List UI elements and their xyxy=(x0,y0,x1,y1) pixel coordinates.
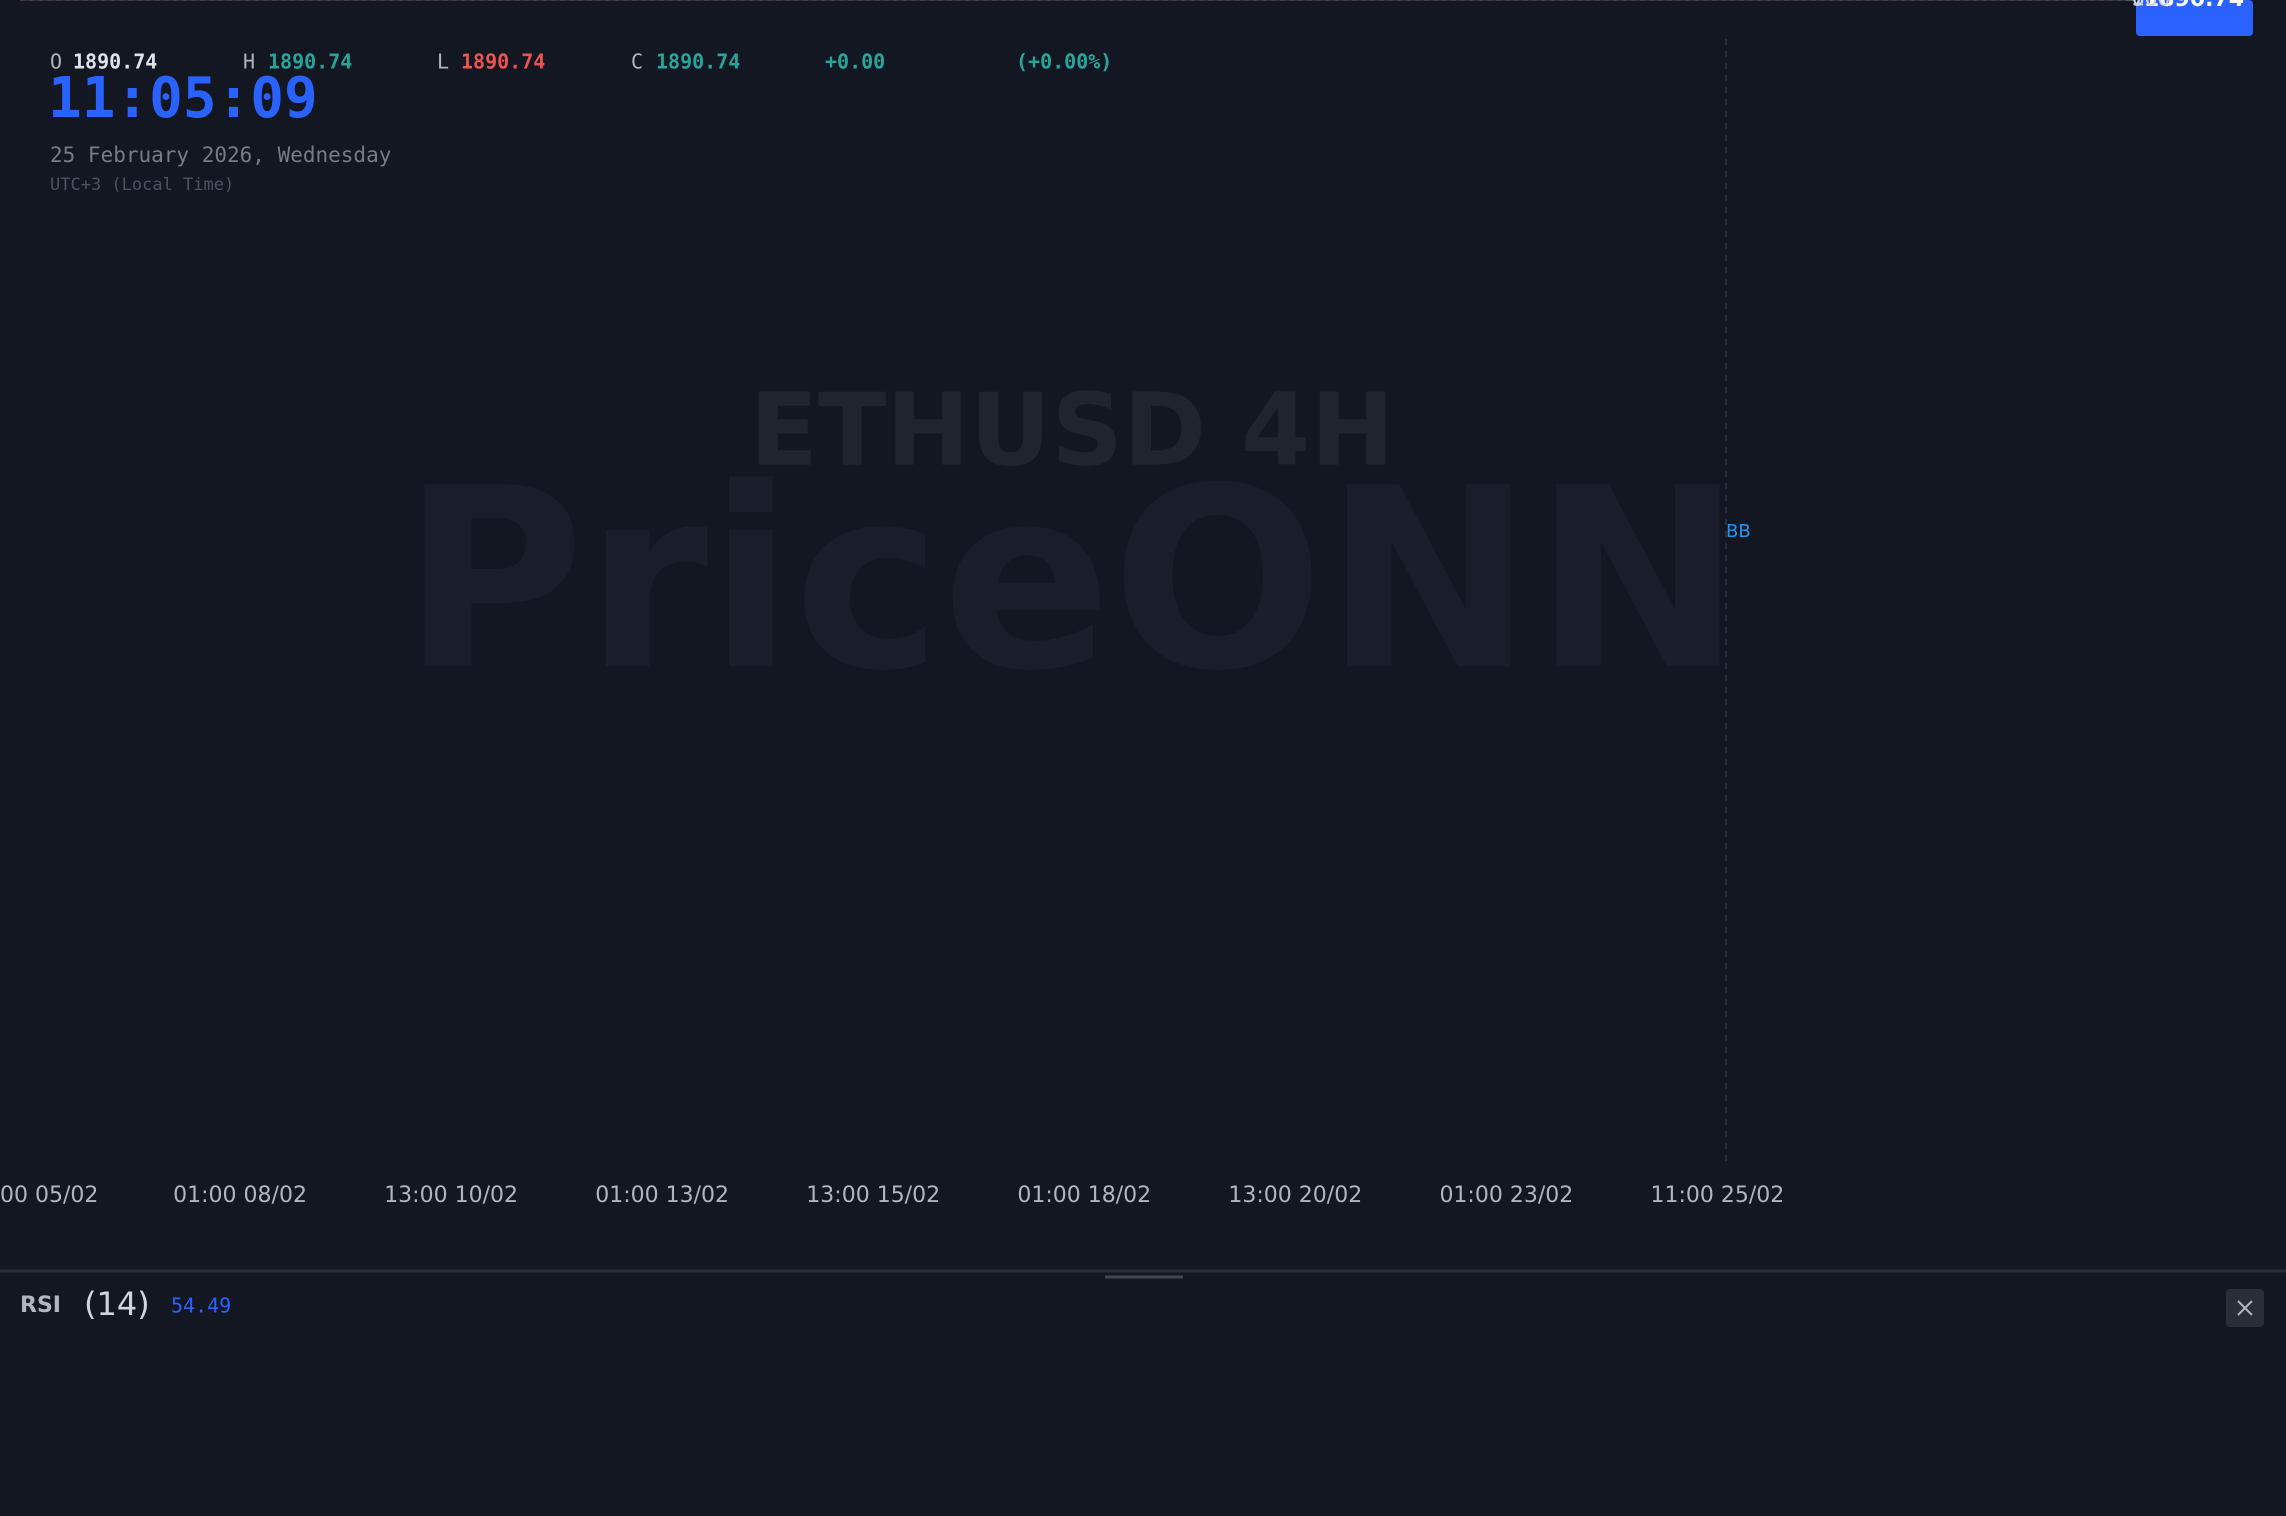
watermark: ETHUSD 4H PriceONN xyxy=(402,371,1743,725)
x-tick-label: 13:00 15/02 xyxy=(806,1183,940,1208)
rsi-tick-label: 30 xyxy=(2132,0,2157,11)
label-high: H xyxy=(243,50,255,74)
value-high: 1890.74 xyxy=(268,50,352,74)
timezone: UTC+3 (Local Time) xyxy=(50,175,234,195)
watermark-brand: PriceONN xyxy=(402,434,1743,725)
x-tick-label: 01:00 13/02 xyxy=(595,1183,729,1208)
date: 25 February 2026, Wednesday xyxy=(50,143,391,167)
value-close: 1890.74 xyxy=(656,50,740,74)
rsi-tick-label: 70 xyxy=(2132,0,2157,11)
rsi-title: RSI xyxy=(20,1293,61,1318)
x-tick-label: 01:00 18/02 xyxy=(1017,1183,1151,1208)
rsi-plot: 0305070100 xyxy=(20,0,2170,11)
label-open: O xyxy=(50,50,62,74)
x-tick-label: 13:00 10/02 xyxy=(384,1183,518,1208)
close-icon[interactable] xyxy=(2237,1300,2253,1316)
band-label: BB xyxy=(1726,521,1751,542)
legend-header: O 1890.74 H 1890.74 L 1890.74 C 1890.74 … xyxy=(50,50,1112,74)
x-tick-label: 01:00 23/02 xyxy=(1439,1183,1573,1208)
axes: 1750.001800.001850.001900.001950.002000.… xyxy=(0,0,2253,1208)
value-low: 1890.74 xyxy=(461,50,545,74)
label-close: C xyxy=(631,50,643,74)
rsi-tick-label: 100 xyxy=(2132,0,2170,11)
rsi-tick-label: 0 xyxy=(2132,0,2145,11)
change-pct: (+0.00%) xyxy=(1016,50,1112,74)
close-button[interactable] xyxy=(2226,1289,2264,1327)
x-tick-label: 11:00 25/02 xyxy=(1651,1183,1785,1208)
rsi-value: 54.49 xyxy=(171,1294,231,1318)
x-tick-label: 01:00 08/02 xyxy=(173,1183,307,1208)
value-open: 1890.74 xyxy=(73,50,157,74)
last-price-label: 1890.74 xyxy=(2144,0,2244,12)
label-low: L xyxy=(437,50,449,74)
last-price-tag xyxy=(2136,0,2253,36)
change: +0.00 xyxy=(825,50,885,74)
watermark-symbol: ETHUSD 4H xyxy=(750,371,1395,488)
clock: 11:05:09 xyxy=(48,66,318,131)
x-tick-label: 00 05/02 xyxy=(0,1183,98,1208)
rsi-period: (14) xyxy=(84,1285,150,1323)
x-tick-label: 13:00 20/02 xyxy=(1228,1183,1362,1208)
rsi-tick-label: 50 xyxy=(2132,0,2157,11)
